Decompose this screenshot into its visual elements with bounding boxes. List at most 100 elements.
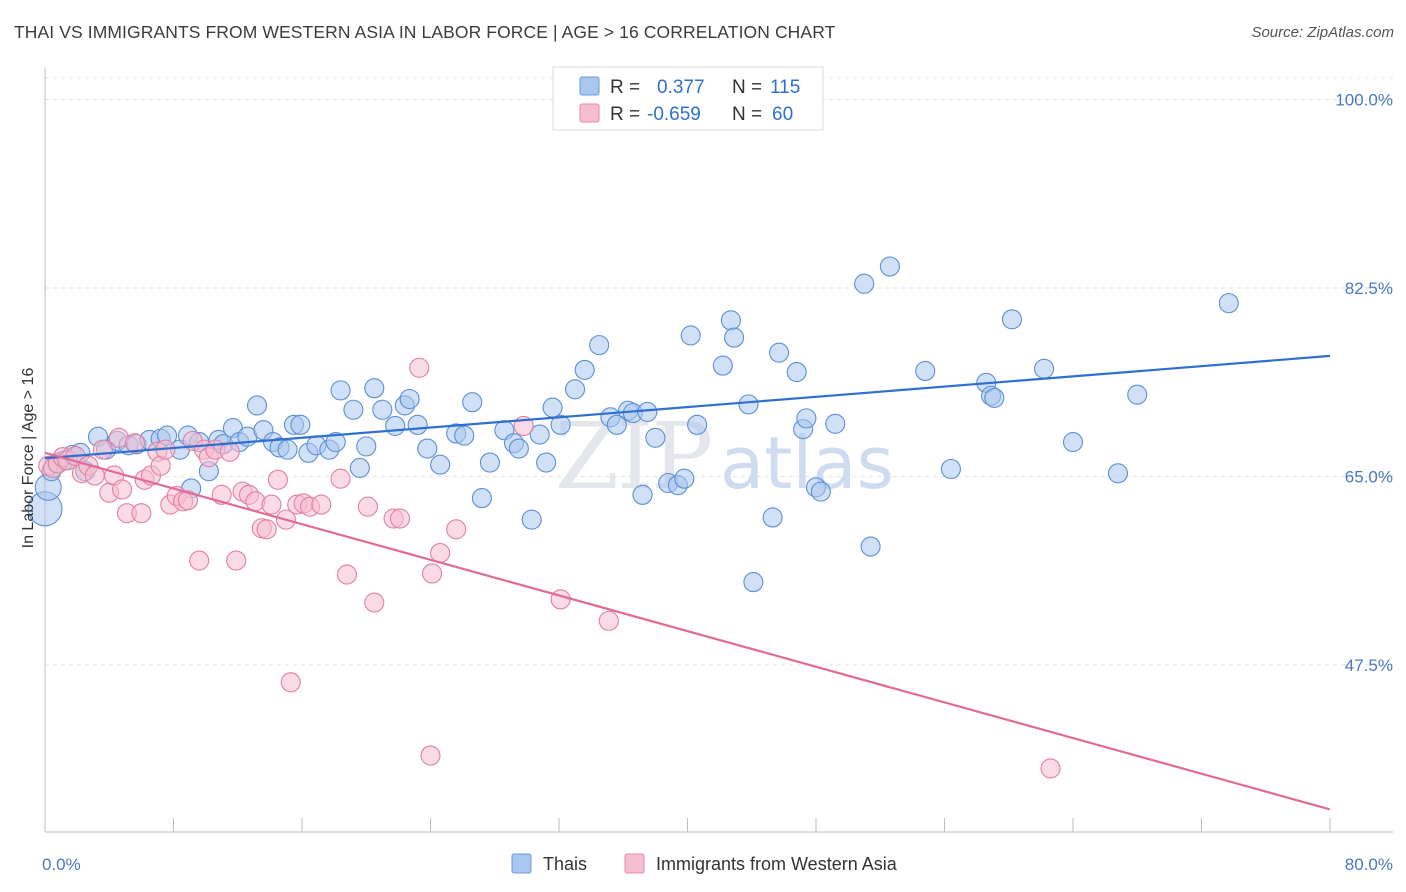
bottom-legend-swatch-immigrants <box>624 853 645 874</box>
point-immigrants-56 <box>420 745 441 766</box>
point-thais-36 <box>325 432 346 453</box>
point-immigrants-54 <box>422 563 443 584</box>
point-immigrants-49 <box>357 496 378 517</box>
point-immigrants-15 <box>124 433 145 454</box>
point-thais-47 <box>417 438 438 459</box>
point-thais-59 <box>536 452 557 473</box>
point-thais-45 <box>399 388 420 410</box>
point-thais-52 <box>471 488 492 509</box>
point-thais-97 <box>984 387 1005 408</box>
point-immigrants-52 <box>389 508 411 529</box>
point-thais-101 <box>1107 463 1129 484</box>
bottom-legend: Thais Immigrants from Western Asia <box>511 853 898 874</box>
point-thais-102 <box>1127 384 1148 405</box>
point-thais-60 <box>542 397 563 418</box>
legend-r-label-thais: R = <box>610 77 640 98</box>
trend-line-immigrants <box>44 451 1331 811</box>
point-thais-56 <box>508 438 529 459</box>
point-thais-90 <box>854 273 875 294</box>
point-thais-89 <box>825 413 846 434</box>
x-tick-label-0: 0.0% <box>42 855 81 874</box>
point-thais-92 <box>879 256 900 277</box>
y-tick-label-2: 65.0% <box>1345 468 1393 487</box>
point-immigrants-50 <box>364 592 385 613</box>
x-tick-label-1: 80.0% <box>1345 855 1393 874</box>
point-immigrants-46 <box>311 494 332 515</box>
point-immigrants-57 <box>446 519 467 540</box>
point-immigrants-16 <box>131 503 152 524</box>
point-immigrants-60 <box>598 610 619 631</box>
y-tick-label-3: 47.5% <box>1345 656 1393 675</box>
point-thais-70 <box>645 427 666 448</box>
chart-title: THAI VS IMMIGRANTS FROM WESTERN ASIA IN … <box>14 22 836 42</box>
point-immigrants-38 <box>256 519 277 540</box>
point-thais-46 <box>407 414 428 435</box>
point-immigrants-27 <box>189 550 210 571</box>
point-thais-78 <box>720 310 741 331</box>
legend-n-label-thais: N = <box>732 77 762 98</box>
point-thais-93 <box>915 360 936 382</box>
axes <box>44 68 1393 833</box>
legend-r-label-immigrants: R = <box>610 104 640 125</box>
tick-labels: 100.0% 82.5% 65.0% 47.5% 0.0% 80.0% <box>42 91 1393 874</box>
y-axis-label: In Labor Force | Age > 16 <box>20 368 37 549</box>
point-thais-100 <box>1062 432 1084 453</box>
point-immigrants-53 <box>409 357 430 378</box>
point-thais-53 <box>479 452 500 473</box>
legend-n-label-immigrants: N = <box>732 104 762 125</box>
point-thais-81 <box>743 572 764 593</box>
point-thais-76 <box>680 325 701 346</box>
point-immigrants-47 <box>330 468 351 489</box>
point-thais-64 <box>589 335 610 356</box>
point-immigrants-33 <box>226 550 247 571</box>
point-thais-63 <box>574 359 595 380</box>
bottom-legend-label-immigrants: Immigrants from Western Asia <box>656 854 898 874</box>
y-tick-label-1: 82.5% <box>1345 279 1393 298</box>
point-thais-80 <box>738 394 759 415</box>
point-thais-79 <box>724 327 745 348</box>
point-immigrants-9 <box>92 439 113 460</box>
point-thais-67 <box>606 414 627 435</box>
bottom-legend-swatch-thais <box>511 853 532 874</box>
point-thais-88 <box>810 481 831 502</box>
point-thais-86 <box>796 408 817 429</box>
legend-n-value-thais: 115 <box>770 77 800 98</box>
point-immigrants-39 <box>261 494 282 515</box>
legend-r-value-thais: 0.377 <box>657 77 705 98</box>
point-thais-50 <box>454 425 475 446</box>
point-thais-37 <box>330 380 351 401</box>
source-label: Source: ZipAtlas.com <box>1251 24 1394 41</box>
point-thais-43 <box>385 415 406 436</box>
point-thais-103 <box>1218 293 1239 314</box>
y-tick-label-0: 100.0% <box>1335 91 1393 110</box>
point-thais-40 <box>356 436 377 457</box>
point-thais-69 <box>632 484 653 505</box>
trend-line-thais <box>44 354 1331 460</box>
trend-lines <box>44 354 1331 811</box>
bottom-legend-label-thais: Thais <box>543 854 587 874</box>
point-thais-30 <box>277 439 298 460</box>
point-immigrants-59 <box>550 589 571 610</box>
point-thais-39 <box>349 457 370 478</box>
point-thais-91 <box>860 536 881 557</box>
point-thais-61 <box>550 414 571 435</box>
legend: R = 0.377 N = 115 R = -0.659 N = 60 <box>552 66 824 131</box>
point-thais-84 <box>786 362 807 383</box>
point-thais-94 <box>940 458 961 480</box>
point-thais-26 <box>246 395 268 416</box>
point-immigrants-42 <box>280 672 301 693</box>
point-immigrants-32 <box>219 441 240 462</box>
point-thais-48 <box>430 454 451 475</box>
point-immigrants-48 <box>336 564 358 585</box>
point-thais-75 <box>687 414 708 435</box>
legend-n-value-immigrants: 60 <box>772 104 793 125</box>
point-immigrants-61 <box>1040 758 1061 779</box>
point-thais-98 <box>1001 309 1023 330</box>
point-thais-57 <box>521 509 542 530</box>
point-thais-82 <box>762 507 783 528</box>
point-immigrants-13 <box>112 479 133 500</box>
point-thais-74 <box>674 468 695 489</box>
legend-r-value-immigrants: -0.659 <box>647 104 701 125</box>
point-thais-62 <box>565 379 586 400</box>
